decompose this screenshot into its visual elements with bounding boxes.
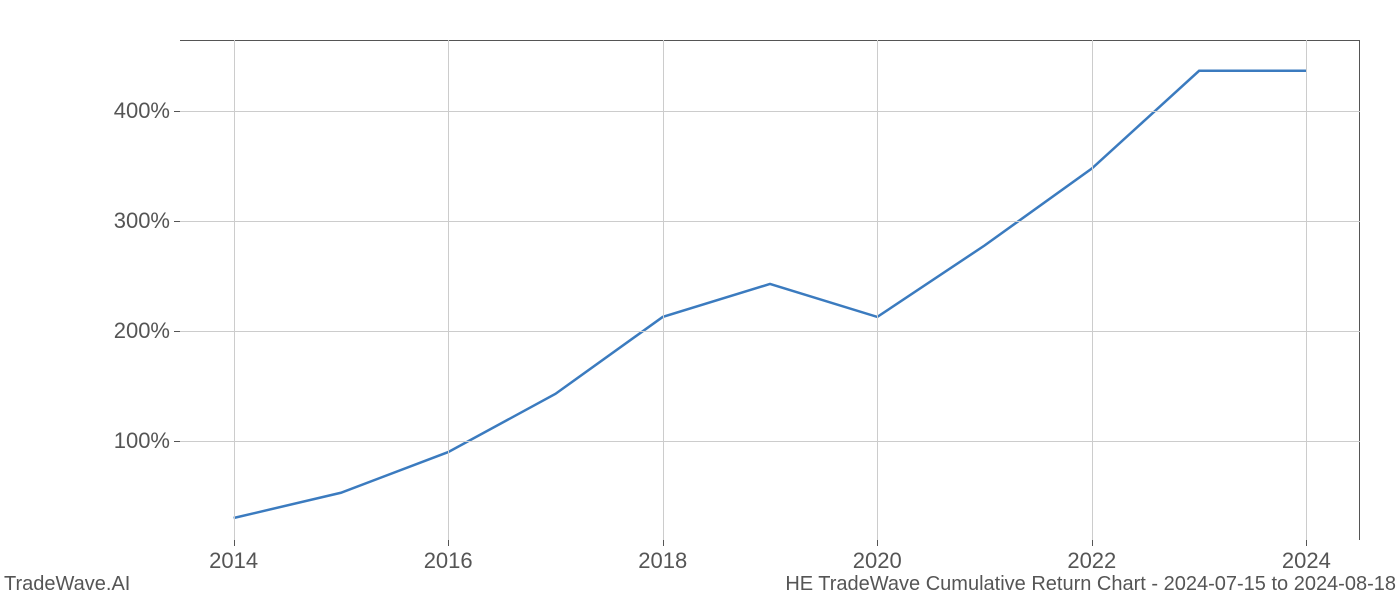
- chart-plot-area: 201420162018202020222024: [180, 40, 1360, 540]
- y-tick-mark: [174, 221, 180, 222]
- y-tick-label: 100%: [114, 428, 170, 454]
- grid-line-vertical: [234, 40, 235, 540]
- x-tick-mark: [877, 540, 878, 546]
- x-tick-mark: [663, 540, 664, 546]
- grid-line-vertical: [1306, 40, 1307, 540]
- grid-line-horizontal: [180, 221, 1360, 222]
- grid-line-vertical: [877, 40, 878, 540]
- x-tick-mark: [1306, 540, 1307, 546]
- grid-line-vertical: [448, 40, 449, 540]
- y-tick-mark: [174, 331, 180, 332]
- grid-line-horizontal: [180, 331, 1360, 332]
- x-tick-mark: [1092, 540, 1093, 546]
- x-tick-label: 2018: [638, 548, 687, 574]
- x-tick-mark: [234, 540, 235, 546]
- x-tick-mark: [448, 540, 449, 546]
- grid-line-vertical: [663, 40, 664, 540]
- x-tick-label: 2022: [1067, 548, 1116, 574]
- y-tick-mark: [174, 441, 180, 442]
- grid-line-horizontal: [180, 111, 1360, 112]
- x-tick-label: 2020: [853, 548, 902, 574]
- y-tick-label: 300%: [114, 208, 170, 234]
- y-tick-label: 200%: [114, 318, 170, 344]
- x-tick-label: 2016: [424, 548, 473, 574]
- x-tick-label: 2024: [1282, 548, 1331, 574]
- x-tick-label: 2014: [209, 548, 258, 574]
- y-tick-label: 400%: [114, 98, 170, 124]
- footer-left-text: TradeWave.AI: [4, 573, 130, 596]
- y-tick-mark: [174, 111, 180, 112]
- line-series: [180, 40, 1360, 540]
- grid-line-horizontal: [180, 441, 1360, 442]
- footer-right-text: HE TradeWave Cumulative Return Chart - 2…: [785, 573, 1396, 596]
- grid-line-vertical: [1092, 40, 1093, 540]
